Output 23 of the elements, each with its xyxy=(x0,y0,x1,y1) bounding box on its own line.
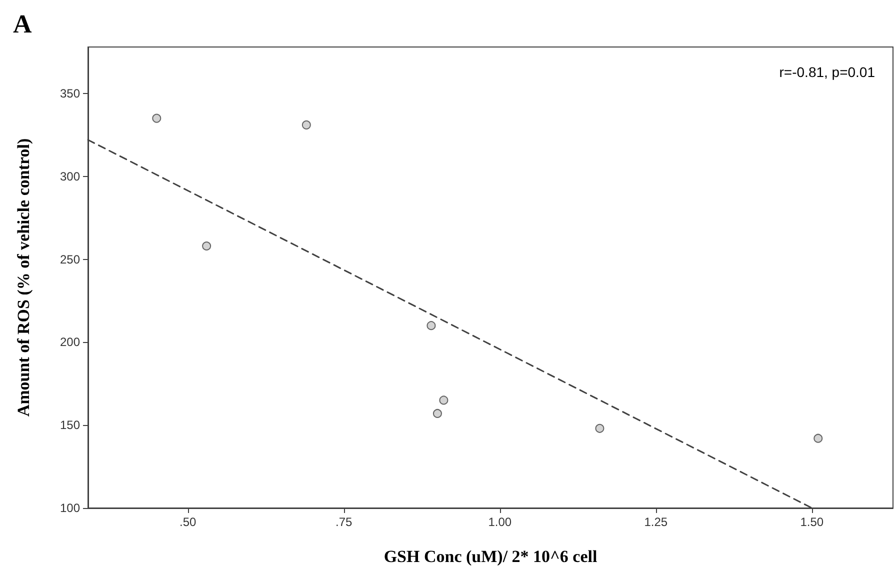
x-axis-title: GSH Conc (uM)/ 2* 10^6 cell xyxy=(384,547,598,566)
point xyxy=(202,241,212,250)
point xyxy=(152,114,162,123)
x-tick-label: .50 xyxy=(180,515,197,529)
point xyxy=(439,396,448,405)
chart-title: A xyxy=(13,10,32,38)
y-axis-title: Amount of ROS (% of vehicle control) xyxy=(14,138,33,417)
point xyxy=(595,424,604,433)
x-tick-label: 1.50 xyxy=(800,515,824,529)
x-tick-label: .75 xyxy=(336,515,353,529)
x-tick-label: 1.25 xyxy=(644,515,668,529)
y-tick-label: 250 xyxy=(60,252,80,266)
y-tick-label: 100 xyxy=(60,501,80,515)
y-tick-label: 200 xyxy=(60,335,80,350)
y-tick-label: 150 xyxy=(60,418,80,432)
x-tick-label: 1.00 xyxy=(488,515,512,529)
annotation: r=-0.81, p=0.01 xyxy=(779,64,876,80)
y-tick-label: 350 xyxy=(60,86,80,100)
point xyxy=(426,321,436,330)
point xyxy=(432,408,442,418)
point xyxy=(302,120,311,130)
y-tick-label: 300 xyxy=(60,169,80,184)
point xyxy=(814,434,823,443)
